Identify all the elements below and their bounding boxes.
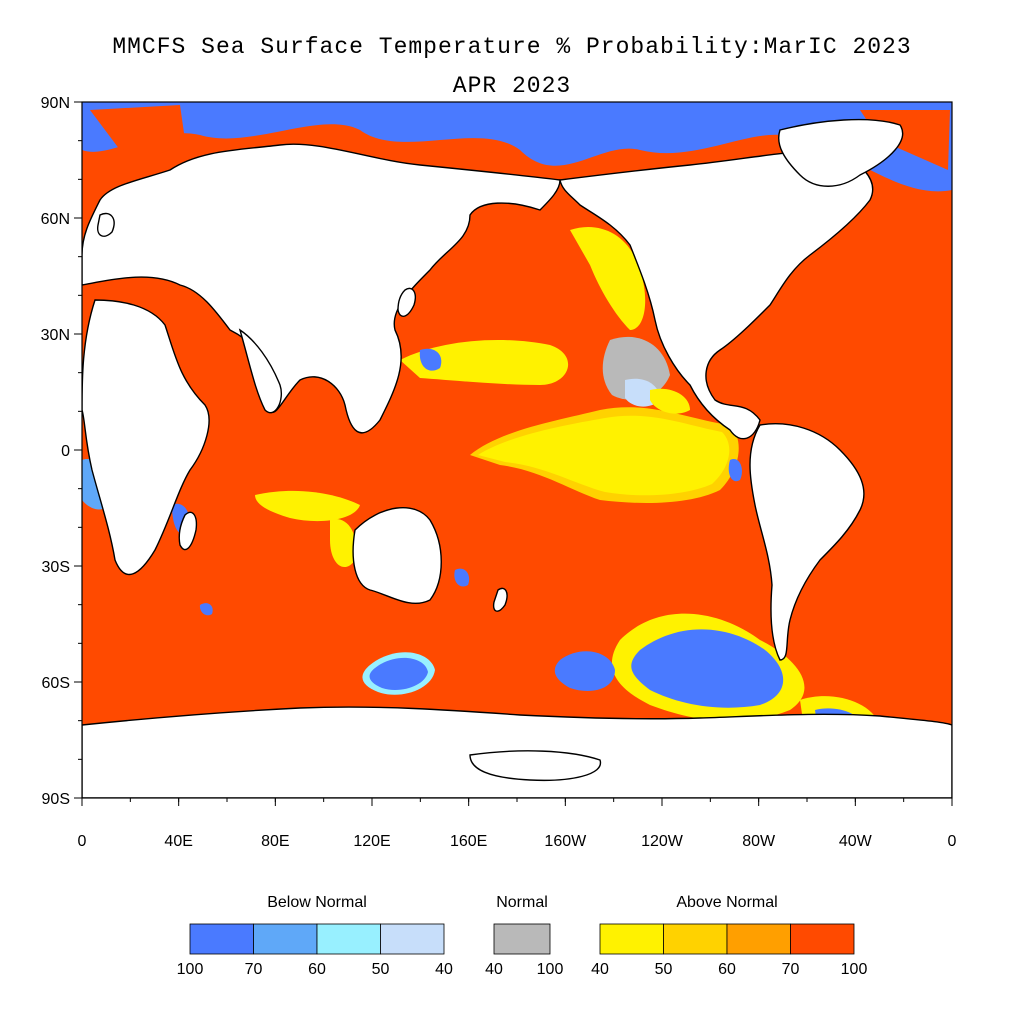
india-land xyxy=(238,328,282,414)
legend-below-swatch xyxy=(316,923,381,955)
lon-tick-label: 160W xyxy=(544,833,587,850)
axis-ticks xyxy=(74,101,953,806)
australia-land xyxy=(352,506,442,605)
lon-tick-label: 0 xyxy=(948,833,957,850)
lat-tick-label: 60S xyxy=(42,675,70,692)
legend-normal-tick-label: 40 xyxy=(485,961,503,978)
new-zealand-land xyxy=(492,587,508,612)
legend-below-tick-label: 40 xyxy=(435,961,453,978)
lat-tick-label: 0 xyxy=(61,443,70,460)
legend-normal-swatch xyxy=(493,923,551,955)
legend-above-swatch xyxy=(599,923,664,955)
legend-above-tick-label: 50 xyxy=(654,961,673,978)
legend-below-swatch xyxy=(253,923,318,955)
legend-below-swatch xyxy=(380,923,445,955)
legend-normal-tick-label: 100 xyxy=(536,961,564,978)
legend-above-swatch xyxy=(663,923,728,955)
legend-above-tick-label: 60 xyxy=(718,961,736,978)
lat-tick-label: 30N xyxy=(41,327,70,344)
legend-below-title: Below Normal xyxy=(267,894,367,911)
lon-tick-label: 160E xyxy=(450,833,487,850)
legend-above-swatch xyxy=(726,923,791,955)
legend-above-tick-label: 70 xyxy=(781,961,800,978)
legend-below-tick-label: 50 xyxy=(371,961,390,978)
lon-tick-label: 120W xyxy=(641,833,684,850)
lon-tick-label: 40W xyxy=(839,833,873,850)
legend-normal-title: Normal xyxy=(496,894,548,911)
madagascar-land xyxy=(178,511,198,551)
lon-tick-label: 80W xyxy=(742,833,776,850)
uk-land xyxy=(97,212,115,237)
japan-land xyxy=(397,287,416,317)
lat-tick-label: 60N xyxy=(41,211,70,228)
lon-tick-label: 120E xyxy=(353,833,390,850)
land-masses xyxy=(82,118,952,798)
legend-above-tick-label: 100 xyxy=(840,961,868,978)
greenland-land xyxy=(778,118,904,187)
lon-tick-label: 40E xyxy=(164,833,192,850)
legend-swatches xyxy=(189,923,855,955)
axis-labels: 90N 60N 30N 0 30S 60S 90S 0 40E 80E 120E 160E 160W 12… xyxy=(41,95,957,850)
legend-above-tick-label: 40 xyxy=(591,961,609,978)
legend-above-title: Above Normal xyxy=(676,894,778,911)
antarctic-peninsula-land xyxy=(469,750,602,782)
legend-below-tick-label: 70 xyxy=(244,961,263,978)
legend-below-tick-label: 100 xyxy=(176,961,204,978)
lat-tick-label: 30S xyxy=(42,559,70,576)
legend-below-swatch xyxy=(189,923,254,955)
equatorial-pacific-region xyxy=(400,226,739,503)
lon-tick-label: 80E xyxy=(261,833,289,850)
africa-land xyxy=(82,299,210,576)
south-america-land xyxy=(749,423,865,661)
lon-tick-label: 0 xyxy=(78,833,87,850)
legend-above-swatch xyxy=(790,923,855,955)
map-subtitle: APR 2023 xyxy=(452,73,572,99)
map-title: MMCFS Sea Surface Temperature % Probabil… xyxy=(112,34,912,60)
lat-tick-label: 90S xyxy=(42,791,70,808)
lat-tick-label: 90N xyxy=(41,95,70,112)
legend-below-tick-label: 60 xyxy=(308,961,326,978)
